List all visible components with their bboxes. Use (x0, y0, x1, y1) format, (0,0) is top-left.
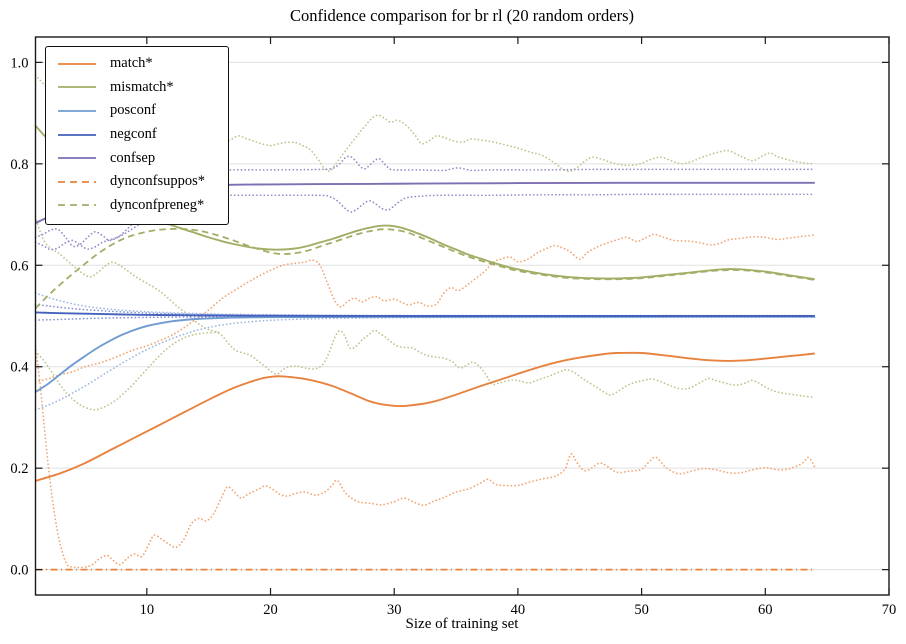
series-match-upper-band (34, 233, 816, 383)
x-axis-label: Size of training set (405, 616, 519, 632)
x-tick-label: 60 (758, 602, 773, 618)
series-mismatch-lower-band (34, 216, 816, 399)
x-tick-label: 10 (140, 602, 155, 618)
x-tick-label: 50 (634, 602, 649, 618)
dashed-line-icon (58, 204, 96, 207)
series-negconf (35, 311, 815, 317)
legend-label: dynconfpreneg* (110, 196, 205, 213)
legend-entry-mismatch: mismatch* (46, 76, 228, 100)
plot-border (34, 36, 890, 596)
legend: match* mismatch* posconf negconf confsep dync… (45, 46, 229, 225)
x-tick-label: 70 (882, 602, 897, 618)
legend-label: mismatch* (110, 78, 174, 95)
series-posconf (34, 315, 815, 393)
legend-label: match* (110, 55, 153, 72)
series-match-lower-band (34, 345, 816, 569)
legend-entry-match: match* (46, 52, 228, 76)
legend-entry-confsep: confsep (46, 146, 228, 170)
series-posconf-upper-band (34, 292, 816, 317)
series-dynconfpreneg (34, 227, 815, 310)
x-tick-label: 30 (387, 602, 402, 618)
series-match (35, 351, 815, 482)
axis-ticks (35, 37, 890, 595)
tick-labels: 10 20 30 40 50 60 70 0.0 0.2 0.4 0.6 0.8 1.0 (10, 55, 896, 618)
series-posconf-lower-band (34, 316, 816, 411)
chart-title: Confidence comparison for br rl (20 rand… (289, 6, 635, 25)
legend-label: confsep (110, 149, 156, 166)
y-tick-label: 0.2 (10, 461, 28, 477)
y-tick-label: 0.4 (10, 360, 29, 376)
solid-line-icon (58, 110, 96, 112)
y-tick-label: 1.0 (10, 55, 28, 71)
solid-line-icon (58, 133, 96, 136)
legend-entry-dynconfpreneg: dynconfpreneg* (46, 194, 228, 218)
x-tick-label: 20 (263, 602, 278, 618)
x-tick-label: 40 (511, 602, 526, 618)
series-lines (34, 74, 816, 571)
solid-line-icon (58, 86, 96, 89)
legend-label: negconf (110, 126, 157, 143)
solid-line-icon (58, 62, 96, 65)
dashed-line-icon (58, 180, 96, 183)
series-confsep-upper-band (34, 155, 816, 248)
y-tick-label: 0.0 (10, 563, 28, 579)
series-confsep-lower-band (34, 193, 816, 251)
legend-entry-posconf: posconf (46, 99, 228, 123)
legend-entry-dynconfsuppos: dynconfsuppos* (46, 170, 228, 194)
solid-line-icon (58, 157, 96, 160)
y-tick-label: 0.8 (10, 157, 28, 173)
legend-label: posconf (110, 102, 156, 119)
y-tick-label: 0.6 (10, 258, 28, 274)
legend-entry-negconf: negconf (46, 123, 228, 147)
legend-label: dynconfsuppos* (110, 173, 206, 190)
